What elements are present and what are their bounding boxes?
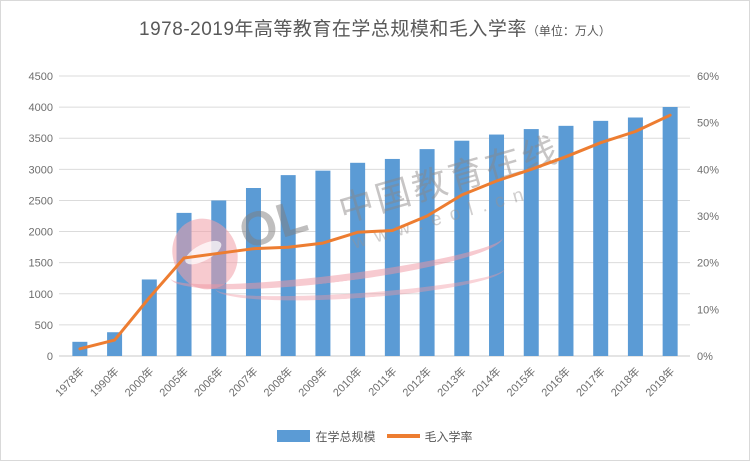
bar-2008年 [280, 175, 296, 356]
chart-title-unit: （单位：万人） [526, 24, 611, 38]
left-axis-tick-label: 1000 [29, 289, 53, 301]
bar-2018年 [627, 117, 643, 356]
legend-label-bars: 在学总规模 [315, 429, 376, 444]
bar-2011年 [384, 158, 400, 356]
legend-swatch-bars [277, 430, 311, 442]
left-axis-tick-label: 3500 [29, 133, 53, 145]
left-axis-tick-label: 4000 [29, 102, 53, 114]
chart-line-layer [78, 113, 672, 351]
right-axis-tick-label: 50% [697, 118, 719, 130]
right-axis-tick-label: 60% [697, 71, 719, 83]
bar-2000年 [141, 279, 157, 356]
left-axis-tick-label: 3000 [29, 164, 53, 176]
right-axis-tick-label: 40% [697, 164, 719, 176]
left-axis-tick-label: 500 [35, 320, 53, 332]
bar-2017年 [593, 120, 609, 357]
chart-plot-area: 0 500 1000 1500 2000 2500 3000 3500 4000 4500 0% 10… [29, 71, 720, 399]
legend-swatch-line [386, 434, 420, 438]
line-gross-enrollment-rate [78, 113, 672, 351]
bar-2010年 [350, 162, 366, 356]
chart-title-main: 1978-2019年高等教育在学总规模和毛入学率 [139, 19, 527, 40]
bar-2009年 [315, 170, 331, 356]
bar-2007年 [245, 188, 261, 356]
bar-2014年 [489, 134, 505, 356]
bar-2012年 [419, 149, 435, 356]
left-axis-tick-label: 4500 [29, 71, 53, 83]
bar-2019年 [662, 106, 678, 356]
chart-legend: 在学总规模 毛入学率 [1, 427, 749, 445]
right-axis-tick-label: 10% [697, 304, 719, 316]
right-axis-tick-label: 30% [697, 211, 719, 223]
bar-2015年 [523, 129, 539, 356]
chart-title: 1978-2019年高等教育在学总规模和毛入学率（单位：万人） [1, 14, 749, 41]
right-axis-tick-label: 20% [697, 258, 719, 270]
right-axis-tick-label: 0% [697, 351, 713, 363]
bar-1990年 [107, 332, 123, 356]
legend-label-line: 毛入学率 [424, 429, 473, 444]
left-axis-tick-label: 2000 [29, 227, 53, 239]
bar-2016年 [558, 125, 574, 356]
left-axis-tick-label: 2500 [29, 195, 53, 207]
left-axis-tick-label: 1500 [29, 258, 53, 270]
left-axis-tick-label: 0 [47, 351, 53, 363]
